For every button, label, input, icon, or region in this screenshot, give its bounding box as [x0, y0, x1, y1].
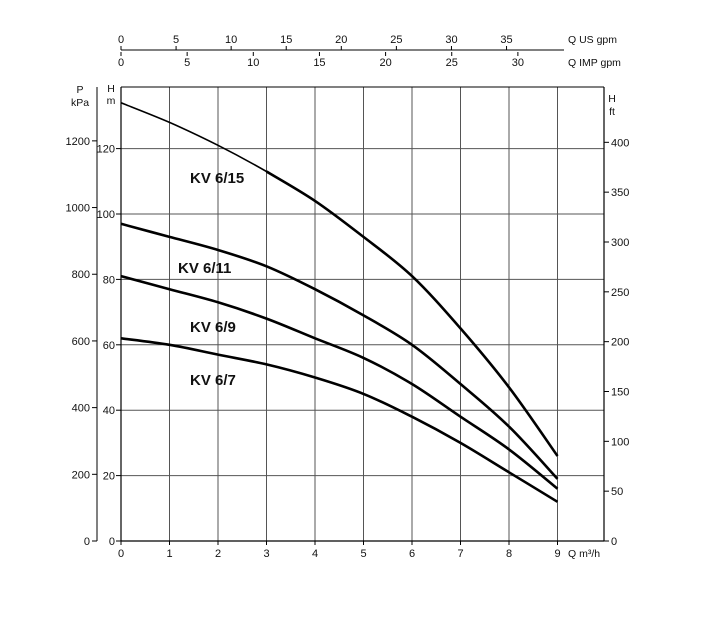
series-label-kv-6-15: KV 6/15: [190, 170, 244, 187]
head-ft-axis-symbol: H: [608, 93, 616, 105]
curves: [120, 102, 559, 503]
head-m-tick-label-60: 60: [103, 340, 115, 352]
curve-kv-6-15-bold-section: [265, 170, 559, 457]
imp-gpm-tick-label-15: 15: [313, 57, 325, 69]
series-label-kv-6-7: KV 6/7: [190, 372, 236, 389]
flow-tick-label-6: 6: [409, 548, 415, 560]
pressure-tick-label-800: 800: [72, 269, 90, 281]
head-m-axis-symbol: H: [107, 83, 115, 95]
us-gpm-tick-label-10: 10: [225, 34, 237, 46]
head-ft-tick-label-400: 400: [611, 137, 629, 149]
imp-gpm-tick-label-25: 25: [446, 57, 458, 69]
pressure-axis-symbol: P: [76, 84, 83, 96]
head-m-tick-label-120: 120: [97, 144, 115, 156]
curve-kv-6-9: [120, 274, 559, 490]
head-m-tick-label-80: 80: [103, 274, 115, 286]
us-gpm-tick-label-20: 20: [335, 34, 347, 46]
head-m-tick-label-40: 40: [103, 405, 115, 417]
tick-labels: 0200400600800100012000204060801001200501…: [66, 34, 630, 560]
series-label-kv-6-9: KV 6/9: [190, 319, 236, 336]
imp-gpm-tick-label-5: 5: [184, 57, 190, 69]
head-ft-tick-label-100: 100: [611, 436, 629, 448]
top-imp-label: Q IMP gpm: [568, 57, 621, 69]
head-ft-axis-unit: ft: [609, 106, 615, 118]
head-ft-tick-label-150: 150: [611, 386, 629, 398]
head-m-tick-label-0: 0: [109, 536, 115, 548]
flow-tick-label-2: 2: [215, 548, 221, 560]
flow-tick-label-9: 9: [554, 548, 560, 560]
flow-tick-label-5: 5: [360, 548, 366, 560]
imp-gpm-tick-label-20: 20: [379, 57, 391, 69]
head-ft-tick-label-200: 200: [611, 337, 629, 349]
pressure-tick-label-200: 200: [72, 469, 90, 481]
series-label-kv-6-11: KV 6/11: [178, 260, 231, 277]
head-ft-tick-label-0: 0: [611, 536, 617, 548]
pressure-tick-label-400: 400: [72, 403, 90, 415]
head-m-tick-label-20: 20: [103, 471, 115, 483]
us-gpm-tick-label-5: 5: [173, 34, 179, 46]
pressure-tick-label-1000: 1000: [66, 203, 90, 215]
flow-tick-label-1: 1: [166, 548, 172, 560]
pressure-tick-label-1200: 1200: [66, 136, 90, 148]
imp-gpm-tick-label-0: 0: [118, 57, 124, 69]
top-us-label: Q US gpm: [568, 34, 617, 46]
flow-tick-label-0: 0: [118, 548, 124, 560]
head-ft-tick-label-50: 50: [611, 486, 623, 498]
flow-tick-label-4: 4: [312, 548, 318, 560]
axes: [92, 46, 609, 545]
us-gpm-tick-label-25: 25: [390, 34, 402, 46]
us-gpm-tick-label-35: 35: [500, 34, 512, 46]
flow-tick-label-8: 8: [506, 548, 512, 560]
head-m-tick-label-100: 100: [97, 209, 115, 221]
pressure-axis-unit: kPa: [71, 97, 89, 109]
head-ft-tick-label-350: 350: [611, 187, 629, 199]
imp-gpm-tick-label-10: 10: [247, 57, 259, 69]
x-unit-label: Q m³/h: [568, 548, 600, 560]
imp-gpm-tick-label-30: 30: [512, 57, 524, 69]
us-gpm-tick-label-15: 15: [280, 34, 292, 46]
us-gpm-tick-label-30: 30: [445, 34, 457, 46]
flow-tick-label-3: 3: [263, 548, 269, 560]
curve-kv-6-7: [120, 337, 559, 503]
flow-tick-label-7: 7: [457, 548, 463, 560]
curve-kv-6-11: [120, 222, 559, 480]
pressure-tick-label-0: 0: [84, 536, 90, 548]
head-m-axis-unit: m: [107, 95, 116, 107]
pressure-tick-label-600: 600: [72, 336, 90, 348]
us-gpm-tick-label-0: 0: [118, 34, 124, 46]
head-ft-tick-label-300: 300: [611, 237, 629, 249]
head-ft-tick-label-250: 250: [611, 287, 629, 299]
